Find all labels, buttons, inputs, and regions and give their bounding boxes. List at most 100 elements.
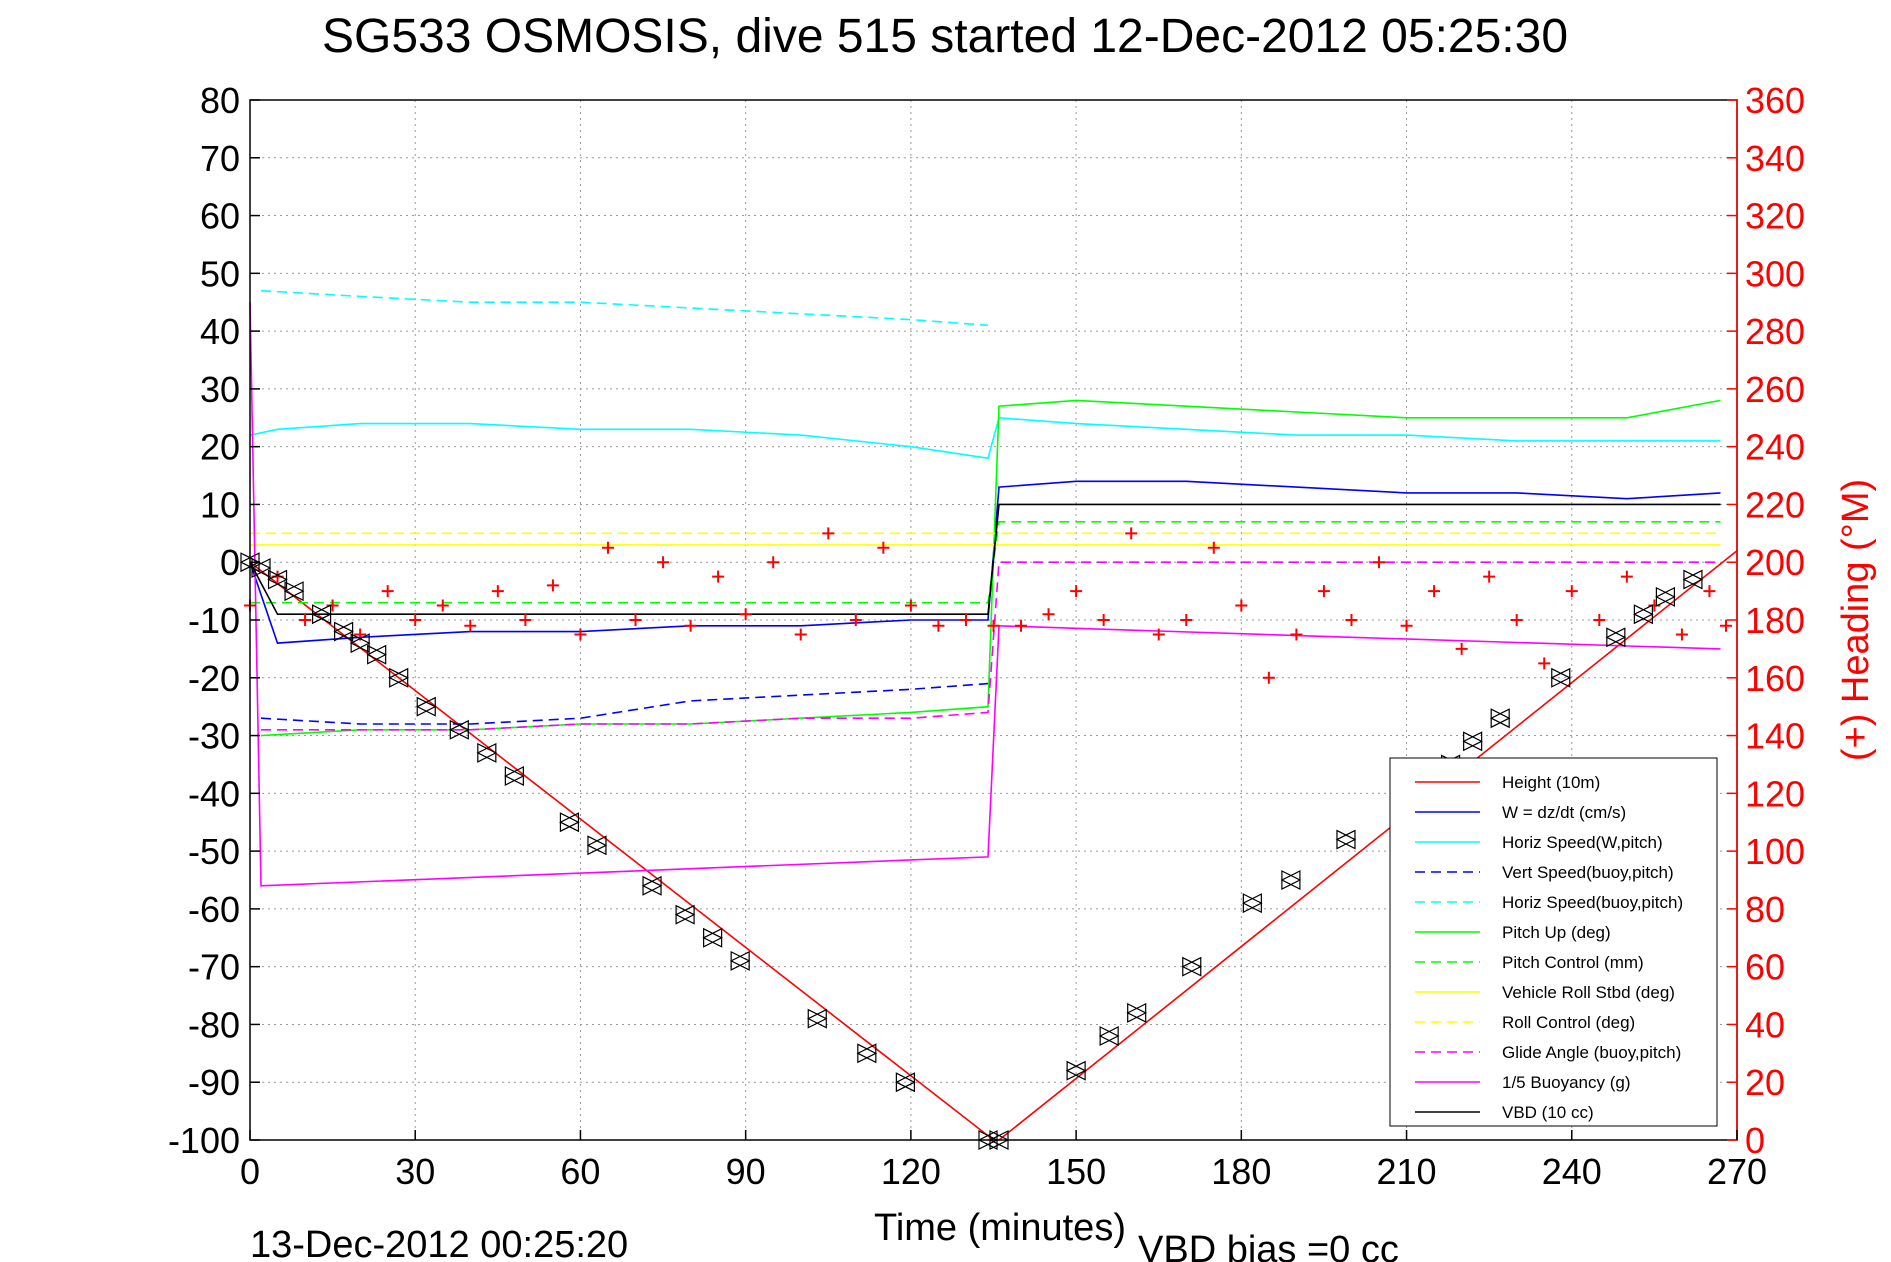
- y-left-tick-label: 60: [200, 196, 240, 237]
- legend-box: [1389, 757, 1718, 1127]
- heading-marker: [409, 614, 422, 626]
- legend-label: Horiz Speed(buoy,pitch): [1502, 893, 1683, 912]
- legend-label: Pitch Up (deg): [1502, 923, 1611, 942]
- legend-label: Vert Speed(buoy,pitch): [1502, 863, 1674, 882]
- height-marker: [806, 1008, 828, 1029]
- height-marker: [586, 835, 608, 856]
- heading-marker: [849, 614, 862, 626]
- height-marker: [1335, 829, 1357, 850]
- series-glide-angle-buoy-pitch: [261, 561, 1721, 731]
- y-left-tick-label: 30: [200, 369, 240, 410]
- heading-marker: [932, 619, 945, 632]
- y-left-tick-label: -60: [188, 889, 240, 930]
- series-horiz-speed-w-pitch: [249, 416, 1721, 460]
- y-right-tick-label: 40: [1745, 1004, 1785, 1045]
- heading-marker: [326, 599, 339, 612]
- y-right-tick-label: 160: [1745, 658, 1805, 699]
- heading-marker: [712, 570, 725, 583]
- heading-marker: [1042, 608, 1055, 621]
- height-marker: [250, 558, 272, 578]
- x-tick-label: 210: [1377, 1151, 1437, 1192]
- height-marker: [856, 1043, 878, 1064]
- series-w-dz-dt-cm-s: [249, 480, 1721, 644]
- height-marker: [476, 742, 498, 763]
- heading-marker: [381, 585, 394, 598]
- legend-label: 1/5 Buoyancy (g): [1502, 1073, 1631, 1092]
- heading-marker: [1180, 614, 1193, 626]
- series-layer: [249, 289, 1738, 1141]
- x-tick-label: 30: [395, 1151, 435, 1192]
- right-axis-label: (+) Heading (°M): [1835, 479, 1877, 761]
- x-axis: 0 30 60 90 120 150 180 210 240 270: [240, 1130, 1767, 1192]
- y-left-tick-label: 0: [220, 542, 240, 583]
- height-marker: [1633, 604, 1654, 625]
- heading-marker: [959, 614, 972, 626]
- heading-marker: [519, 614, 532, 626]
- y-right-tick-label: 180: [1745, 600, 1805, 641]
- legend-label: VBD (10 cc): [1502, 1103, 1594, 1122]
- heading-marker: [684, 619, 697, 632]
- legend-label: Glide Angle (buoy,pitch): [1502, 1043, 1681, 1062]
- heading-marker: [1317, 585, 1330, 598]
- heading-marker: [1262, 671, 1275, 684]
- heading-marker: [1455, 642, 1468, 655]
- height-marker: [559, 812, 580, 833]
- x-tick-label: 120: [881, 1151, 941, 1192]
- x-axis-label: Time (minutes): [874, 1207, 1126, 1249]
- heading-marker: [1510, 614, 1523, 626]
- y-right-tick-label: 260: [1745, 369, 1805, 410]
- height-marker: [1462, 731, 1483, 752]
- y-right-tick-label: 20: [1745, 1062, 1785, 1103]
- height-marker: [1489, 708, 1511, 729]
- heading-marker: [1483, 570, 1496, 583]
- x-tick-label: 180: [1211, 1151, 1271, 1192]
- y-right-tick-label: 360: [1745, 80, 1805, 121]
- y-left-tick-label: 80: [200, 80, 240, 121]
- x-tick-label: 240: [1542, 1151, 1602, 1192]
- y-left-tick-label: -80: [188, 1004, 240, 1045]
- heading-marker: [739, 608, 752, 621]
- heading-marker: [1538, 657, 1551, 670]
- y-left-tick-label: 70: [200, 138, 240, 179]
- heading-marker: [1207, 541, 1220, 554]
- height-marker: [1682, 569, 1704, 590]
- series-vert-speed-buoy-pitch: [260, 682, 989, 725]
- height-marker: [366, 644, 388, 665]
- height-marker: [1655, 586, 1676, 607]
- x-tick-label: 150: [1046, 1151, 1106, 1192]
- x-tick-label: 90: [726, 1151, 766, 1192]
- height-marker: [283, 581, 305, 602]
- x-tick-label: 270: [1707, 1151, 1767, 1192]
- y-left-tick-label: -10: [188, 600, 240, 641]
- height-marker: [702, 927, 723, 948]
- height-marker: [504, 766, 525, 786]
- heading-marker: [1620, 570, 1633, 583]
- heading-marker: [1152, 628, 1165, 641]
- heading-marker: [1097, 614, 1110, 626]
- y-left-tick-label: -70: [188, 947, 240, 988]
- heading-marker: [1428, 585, 1441, 598]
- height-marker: [1126, 1002, 1148, 1023]
- height-marker: [311, 604, 332, 625]
- y-right-tick-label: 80: [1745, 889, 1785, 930]
- x-tick-label: 60: [560, 1151, 600, 1192]
- heading-marker: [1070, 585, 1083, 598]
- heading-marker: [1565, 585, 1578, 598]
- legend: Height (10m) W = dz/dt (cm/s) Horiz Speed(…: [1389, 757, 1718, 1127]
- height-marker: [1065, 1060, 1087, 1081]
- height-marker: [674, 904, 696, 925]
- height-marker: [1242, 893, 1263, 914]
- y-axis-right: 3603403203002802602402202001801601401201…: [1727, 80, 1805, 1161]
- y-left-tick-label: 40: [200, 311, 240, 352]
- y-left-tick-label: -20: [188, 658, 240, 699]
- height-marker: [895, 1072, 916, 1093]
- series-1-5-buoyancy-g: [249, 302, 1721, 887]
- y-right-tick-label: 340: [1745, 138, 1805, 179]
- height-marker: [388, 667, 410, 688]
- heading-marker: [629, 614, 642, 626]
- heading-marker: [1125, 527, 1138, 540]
- y-left-tick-label: 50: [200, 253, 240, 294]
- heading-marker: [1290, 628, 1303, 641]
- y-left-tick-label: 20: [200, 427, 240, 468]
